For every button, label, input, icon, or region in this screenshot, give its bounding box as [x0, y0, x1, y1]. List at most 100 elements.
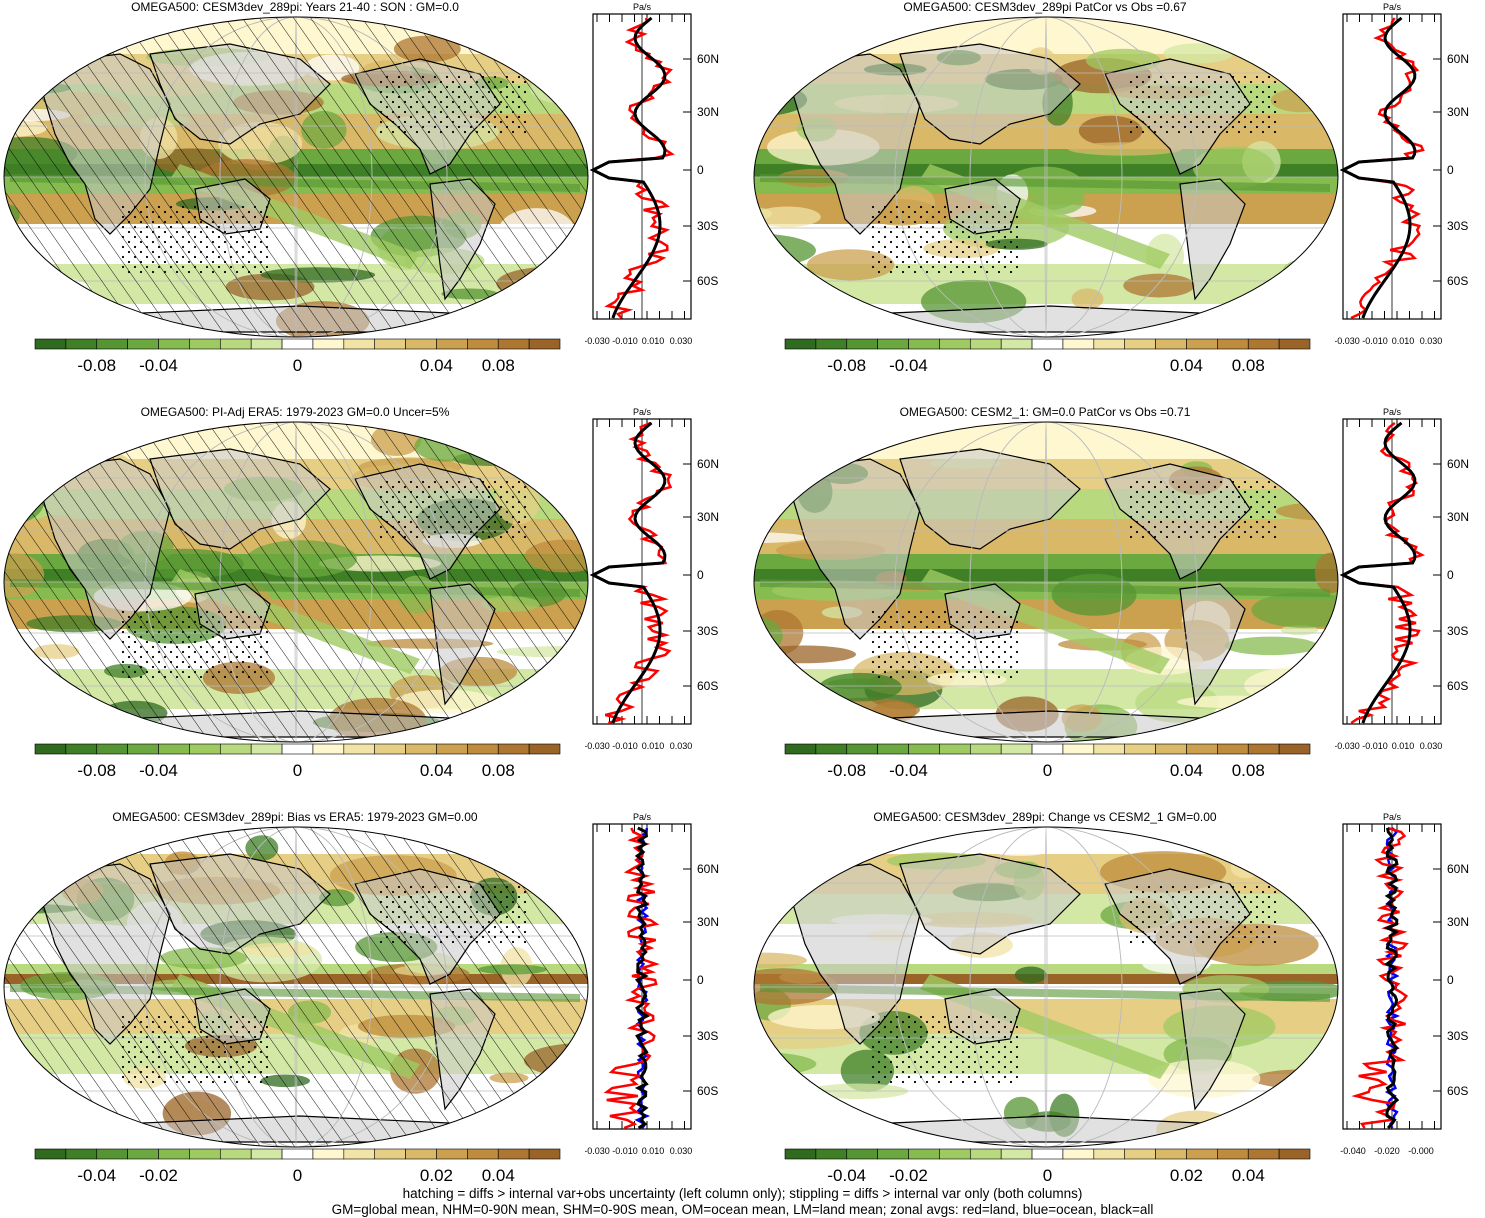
zonal-unit-label: Pa/s	[633, 407, 652, 417]
colorbar-swatch	[1062, 1148, 1095, 1160]
colorbar-swatch	[1278, 1148, 1311, 1160]
colorbar-label: 0	[293, 1166, 302, 1185]
latitude-label: 60N	[1447, 862, 1469, 876]
colorbar-swatch	[158, 743, 190, 755]
zonal-unit-label: Pa/s	[1383, 2, 1402, 12]
latitude-label: 0	[1447, 973, 1454, 987]
colorbar-swatch	[528, 1148, 561, 1160]
zonal-xtick-label: 0.010	[1392, 741, 1415, 751]
colorbar-swatch	[497, 1148, 530, 1160]
latitude-label: 60S	[1447, 274, 1468, 288]
colorbar-swatch	[846, 743, 878, 755]
colorbar-label: -0.04	[139, 761, 178, 780]
colorbar: -0.04 -0.02 0 0.02 0.04	[34, 1148, 561, 1185]
latitude-label: 60N	[1447, 457, 1469, 471]
colorbar-swatch	[1155, 1148, 1187, 1160]
colorbar-swatch	[189, 1148, 221, 1160]
panel-title: OMEGA500: CESM2_1: GM=0.0 PatCor vs Obs …	[899, 405, 1191, 419]
zonal-xtick-label: -0.010	[1362, 336, 1388, 346]
colorbar-label: 0	[293, 356, 302, 375]
colorbar-swatch	[1278, 338, 1311, 350]
zonal-unit-label: Pa/s	[633, 2, 652, 12]
colorbar-swatch	[96, 1148, 128, 1160]
panel-title: OMEGA500: CESM3dev_289pi: Change vs CESM…	[873, 810, 1217, 824]
latitude-label: 30S	[697, 219, 718, 233]
colorbar-swatch	[343, 1148, 376, 1160]
colorbar-swatch	[908, 338, 940, 350]
colorbar-swatch	[281, 1148, 314, 1160]
colorbar-swatch	[250, 338, 283, 350]
zonal-land-line	[603, 827, 660, 1130]
latitude-label: 60N	[697, 457, 719, 471]
zonal-average-plot: Pa/s 60N 30N 0 30S 60S -0.030 -0.010 0.010 0.030	[585, 812, 719, 1156]
zonal-xtick-label: -0.030	[585, 336, 610, 346]
colorbar-swatch	[374, 743, 406, 755]
zonal-unit-label: Pa/s	[1383, 812, 1402, 822]
colorbar-swatch	[1155, 743, 1187, 755]
latitude-label: 60S	[697, 679, 718, 693]
panel-6: OMEGA500: CESM3dev_289pi: Change vs CESM…	[750, 810, 1485, 1210]
zonal-ocean-line	[590, 422, 667, 724]
zonal-all-line	[1339, 16, 1417, 319]
colorbar-swatch	[436, 743, 468, 755]
colorbar-swatch	[343, 743, 376, 755]
colorbar-swatch	[1062, 338, 1095, 350]
colorbar-swatch	[65, 743, 98, 755]
colorbar-swatch	[1217, 743, 1249, 755]
colorbar-swatch	[1031, 1148, 1064, 1160]
robinson-map	[3, 421, 589, 743]
robinson-map	[753, 16, 1339, 338]
colorbar-swatch	[65, 1148, 98, 1160]
colorbar-swatch	[528, 338, 561, 350]
latitude-label: 30N	[1447, 510, 1469, 524]
colorbar-swatch	[877, 1148, 909, 1160]
colorbar-swatch	[189, 743, 221, 755]
colorbar-swatch	[219, 1148, 252, 1160]
panel-3: OMEGA500: PI-Adj ERA5: 1979-2023 GM=0.0 …	[0, 405, 740, 805]
zonal-xtick-label: -0.030	[585, 1146, 610, 1156]
colorbar-swatch	[877, 338, 909, 350]
latitude-label: 30N	[697, 915, 719, 929]
colorbar-swatch	[784, 743, 817, 755]
colorbar: -0.08 -0.04 0 0.04 0.08	[784, 743, 1311, 780]
latitude-label: 0	[697, 163, 704, 177]
colorbar-swatch	[877, 743, 909, 755]
panel-title: OMEGA500: CESM3dev_289pi: Years 21-40 : …	[131, 0, 459, 14]
zonal-xtick-label: 0.010	[1392, 336, 1415, 346]
zonal-xtick-label: 0.030	[670, 336, 693, 346]
panel-title: OMEGA500: CESM3dev_289pi PatCor vs Obs =…	[903, 0, 1187, 14]
colorbar-label: 0.08	[1232, 356, 1265, 375]
colorbar-swatch	[815, 1148, 848, 1160]
zonal-average-plot: Pa/s 60N 30N 0 30S 60S -0.040 -0.020 -0.000	[1340, 812, 1469, 1156]
colorbar-swatch	[34, 338, 67, 350]
colorbar-swatch	[939, 338, 971, 350]
colorbar-swatch	[1000, 743, 1033, 755]
zonal-xtick-label: -0.020	[1374, 1146, 1400, 1156]
panel-1: OMEGA500: CESM3dev_289pi: Years 21-40 : …	[0, 0, 740, 400]
colorbar-label: -0.04	[889, 356, 928, 375]
colorbar-label: 0.04	[420, 356, 453, 375]
latitude-label: 60S	[1447, 1084, 1468, 1098]
zonal-xtick-label: 0.010	[642, 741, 665, 751]
colorbar-swatch	[908, 1148, 940, 1160]
zonal-xtick-label: -0.010	[612, 336, 638, 346]
colorbar-swatch	[846, 338, 878, 350]
colorbar-swatch	[1124, 1148, 1156, 1160]
zonal-all-line	[1383, 827, 1400, 1130]
colorbar-swatch	[1217, 1148, 1249, 1160]
colorbar-swatch	[1093, 743, 1126, 755]
panel-4: OMEGA500: CESM2_1: GM=0.0 PatCor vs Obs …	[750, 405, 1485, 805]
colorbar-swatch	[96, 743, 128, 755]
latitude-label: 30N	[697, 105, 719, 119]
latitude-label: 0	[697, 568, 704, 582]
colorbar-swatch	[1247, 1148, 1280, 1160]
zonal-all-line	[589, 421, 667, 724]
colorbar-label: -0.04	[77, 1166, 116, 1185]
zonal-ocean-line	[1340, 17, 1417, 319]
colorbar-swatch	[1186, 338, 1218, 350]
colorbar-swatch	[1186, 1148, 1218, 1160]
colorbar-swatch	[1155, 338, 1187, 350]
latitude-label: 60S	[697, 274, 718, 288]
colorbar-swatch	[815, 338, 848, 350]
footer-line-1: hatching = diffs > internal var+obs unce…	[402, 1186, 1083, 1201]
